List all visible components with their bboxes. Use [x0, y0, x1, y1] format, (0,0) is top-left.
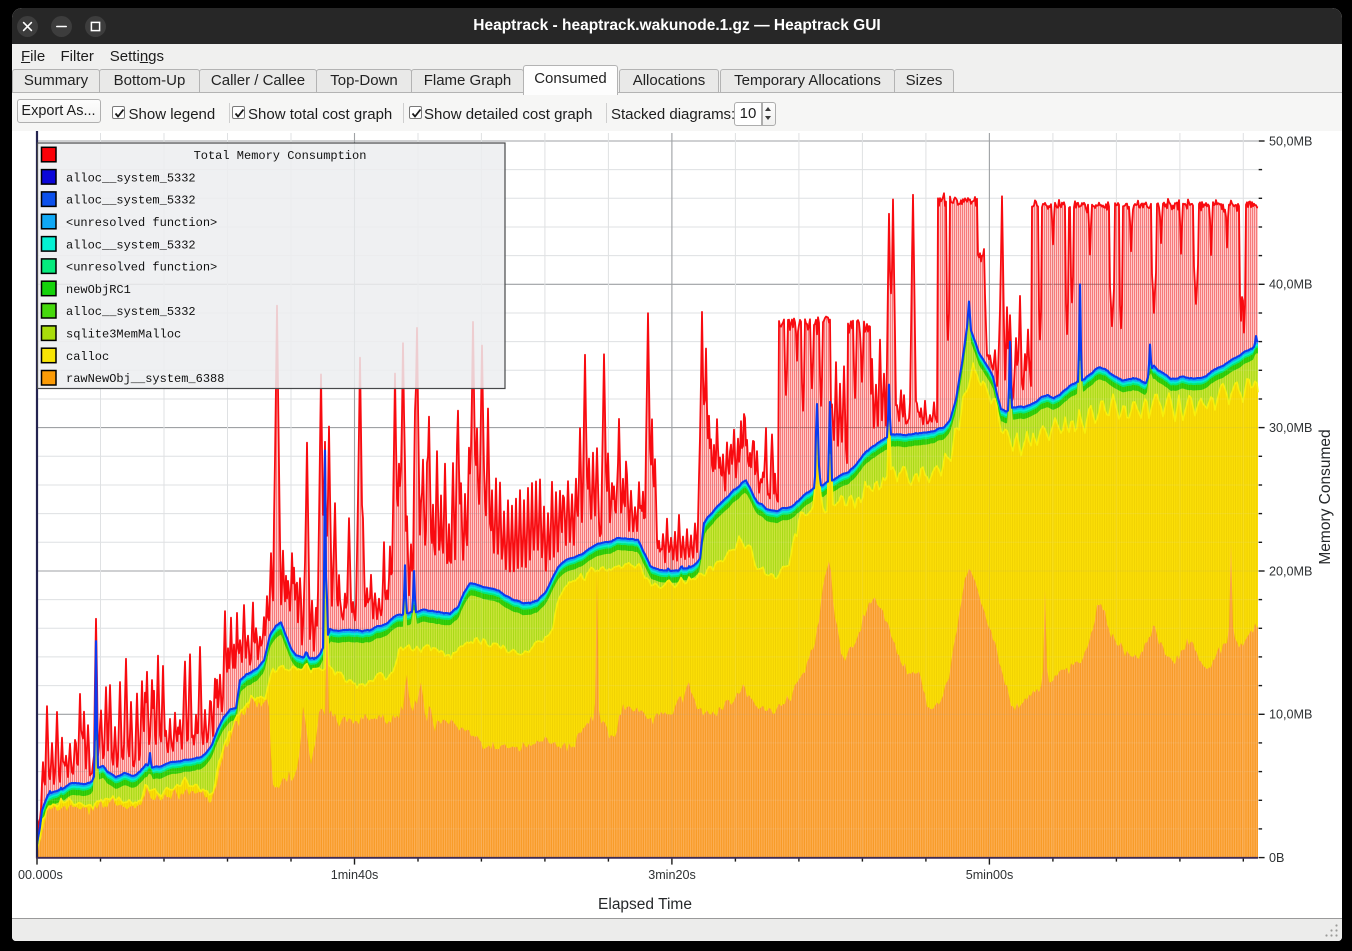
svg-text:5min00s: 5min00s — [966, 868, 1014, 882]
svg-text:calloc: calloc — [66, 350, 109, 364]
svg-text:Memory Consumed: Memory Consumed — [1317, 429, 1334, 564]
svg-text:alloc__system_5332: alloc__system_5332 — [66, 171, 196, 185]
svg-text:sqlite3MemMalloc: sqlite3MemMalloc — [66, 328, 181, 342]
svg-text:Total Memory Consumption: Total Memory Consumption — [194, 149, 367, 163]
svg-text:30,0MB: 30,0MB — [1269, 421, 1312, 435]
svg-text:alloc__system_5332: alloc__system_5332 — [66, 194, 196, 208]
svg-text:Elapsed Time: Elapsed Time — [598, 896, 692, 913]
svg-text:alloc__system_5332: alloc__system_5332 — [66, 305, 196, 319]
svg-text:00.000s: 00.000s — [18, 868, 63, 882]
svg-text:3min20s: 3min20s — [648, 868, 696, 882]
svg-text:<unresolved function>: <unresolved function> — [66, 261, 217, 275]
svg-text:newObjRC1: newObjRC1 — [66, 283, 131, 297]
svg-text:20,0MB: 20,0MB — [1269, 564, 1312, 578]
svg-text:10,0MB: 10,0MB — [1269, 708, 1312, 722]
svg-text:alloc__system_5332: alloc__system_5332 — [66, 238, 196, 252]
svg-text:rawNewObj__system_6388: rawNewObj__system_6388 — [66, 372, 224, 386]
svg-text:50,0MB: 50,0MB — [1269, 134, 1312, 148]
svg-text:0B: 0B — [1269, 851, 1284, 865]
svg-text:<unresolved function>: <unresolved function> — [66, 216, 217, 230]
svg-text:1min40s: 1min40s — [331, 868, 379, 882]
svg-text:40,0MB: 40,0MB — [1269, 278, 1312, 292]
